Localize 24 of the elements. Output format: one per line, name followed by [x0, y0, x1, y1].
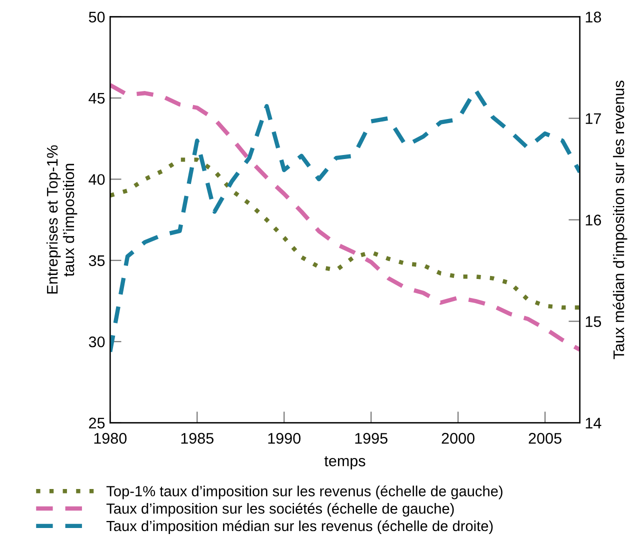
- y-tick-label: 25: [89, 418, 105, 428]
- y2-tick-label: 16: [586, 214, 602, 226]
- y2-tick-label: 18: [586, 12, 602, 22]
- y2-tick-label: 17: [586, 113, 601, 124]
- x-tick-label: 1985: [181, 432, 214, 444]
- x-tick-label: 1980: [94, 432, 127, 444]
- x-tick-label: 2005: [528, 432, 562, 444]
- y2-axis-title: Taux médian d’imposition sur les revenus: [612, 80, 628, 360]
- line-series: [110, 158, 580, 310]
- x-tick-label: 2000: [442, 432, 474, 444]
- legend-label: Top-1% taux d’imposition sur les revenus (échelle de gauche): [106, 485, 502, 500]
- x-tick-label: 1995: [355, 432, 388, 444]
- x-axis-title: temps: [324, 456, 366, 470]
- y-tick-label: 45: [88, 93, 105, 104]
- y2-tick-label: 14: [586, 418, 602, 428]
- legend-label: Taux d’imposition médian sur les revenus (échelle de droite): [106, 520, 493, 534]
- y-tick-label: 50: [88, 12, 105, 22]
- y-axis-title: Entreprises et Top-1% taux d’imposition: [46, 145, 78, 294]
- y-tick-label: 40: [88, 174, 105, 185]
- y-tick-label: 35: [88, 255, 105, 266]
- legend-label: Taux d’imposition sur les sociétés (échelle de gauche): [106, 502, 454, 517]
- y2-tick-label: 15: [586, 316, 602, 327]
- y-tick-label: 30: [88, 336, 105, 348]
- x-tick-label: 1990: [268, 432, 300, 444]
